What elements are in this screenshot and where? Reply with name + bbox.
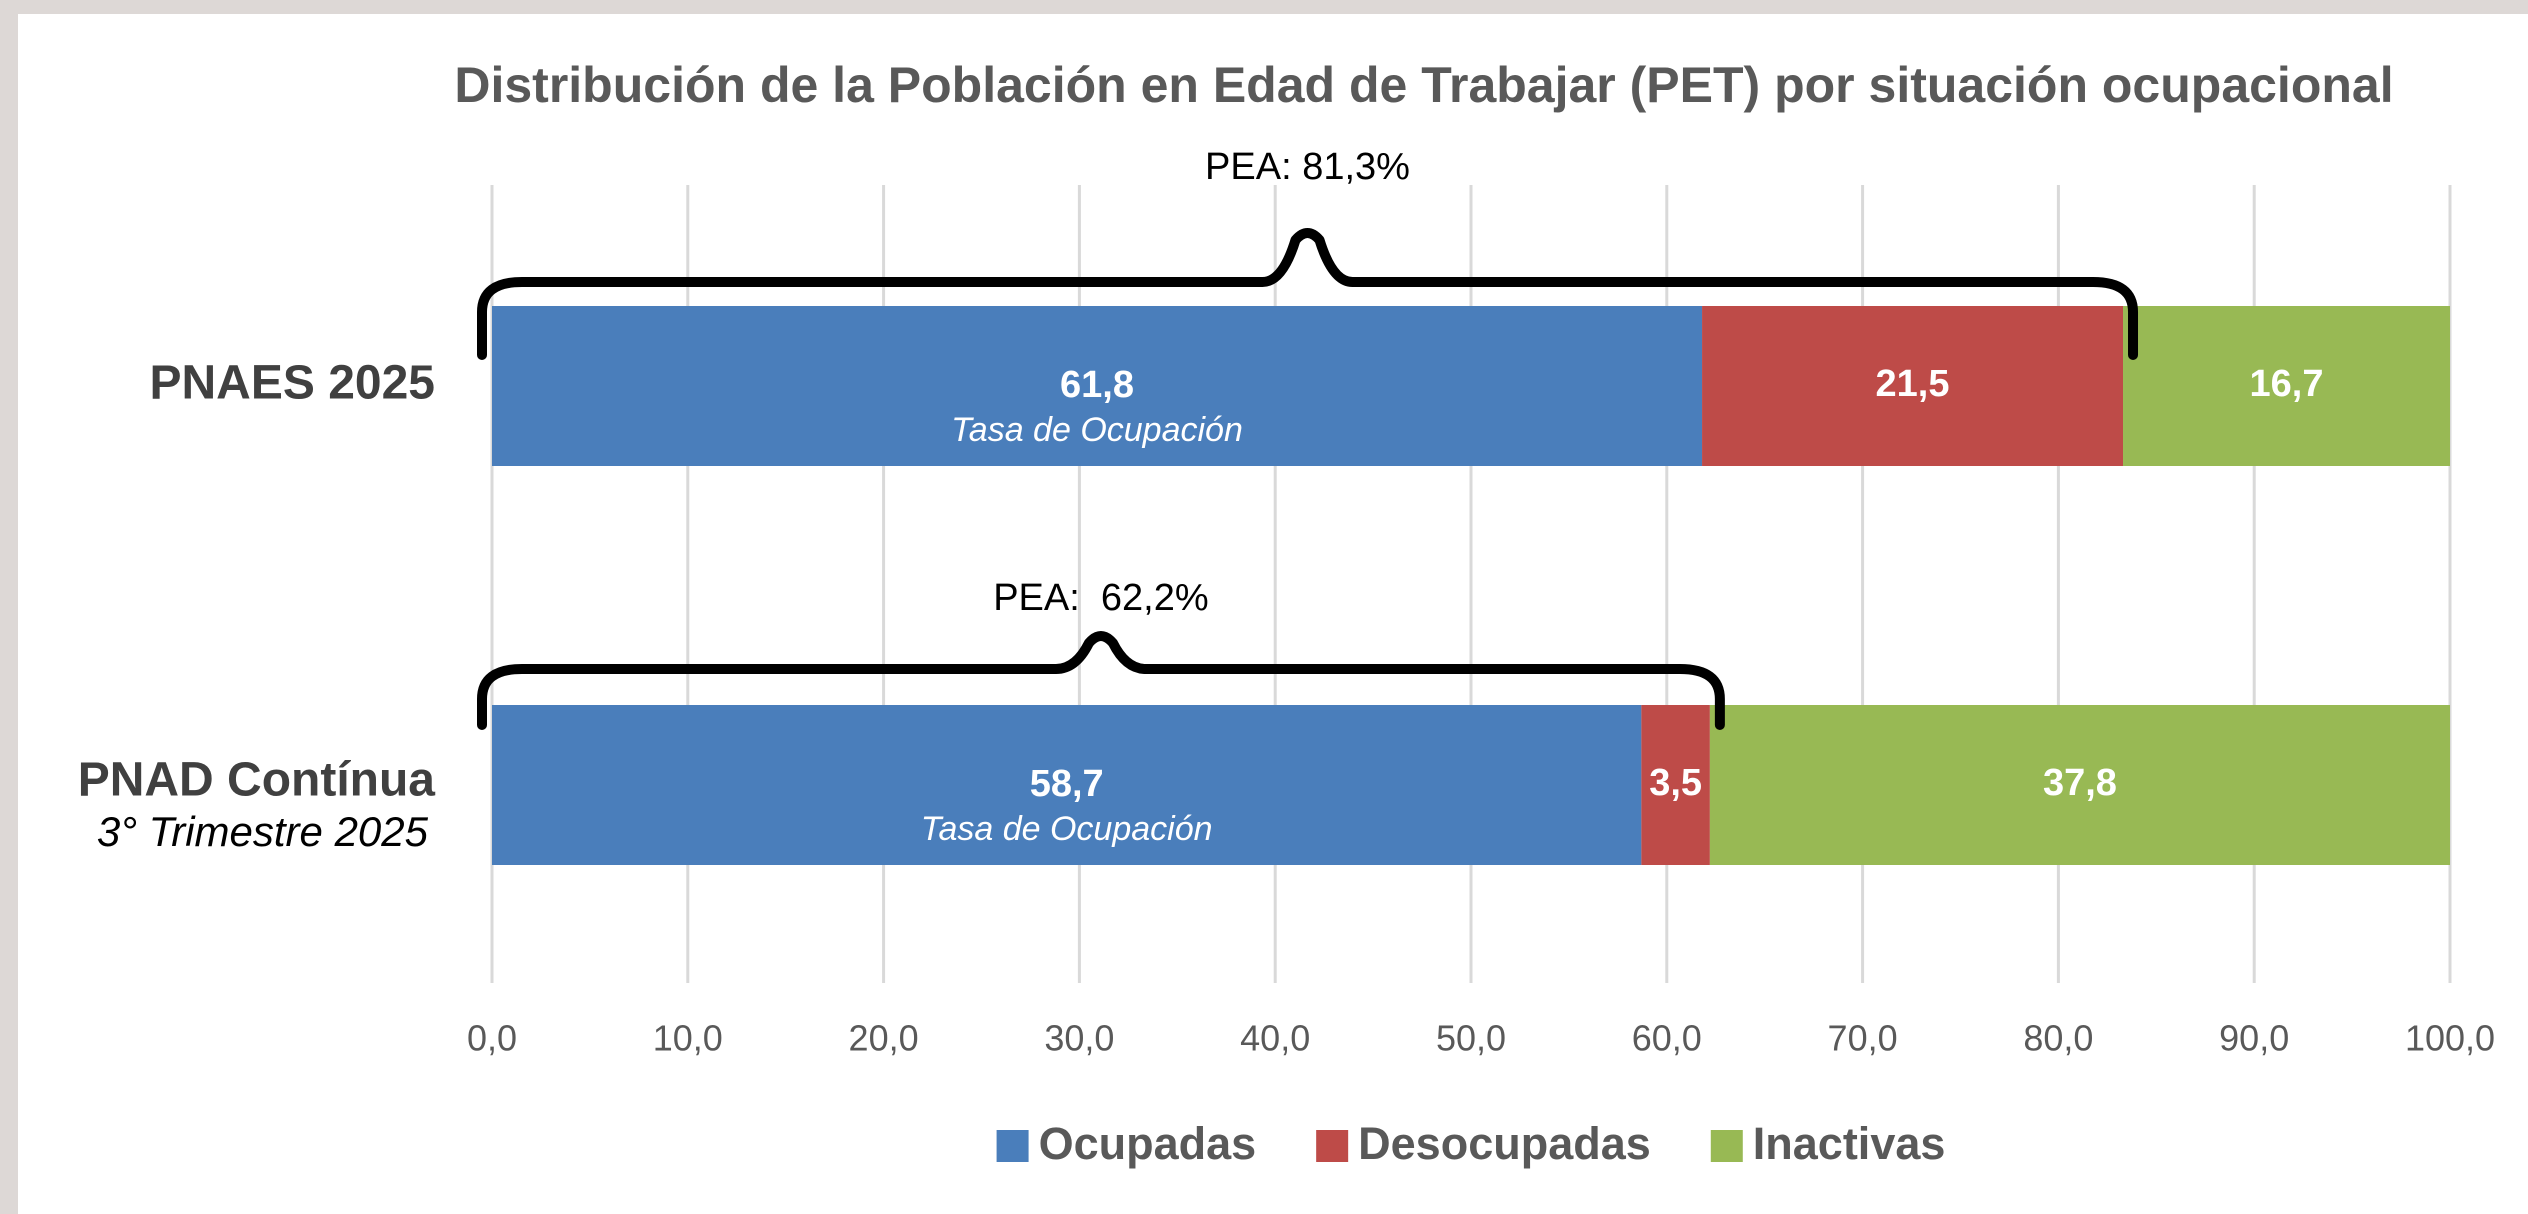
bar-segment bbox=[1702, 306, 2124, 466]
value-label: 21,5 bbox=[1876, 363, 1950, 405]
chart-background bbox=[18, 14, 2528, 1214]
x-tick-label: 80,0 bbox=[2023, 1018, 2093, 1059]
x-tick-label: 0,0 bbox=[467, 1018, 517, 1059]
bar-segment bbox=[492, 705, 1642, 865]
x-tick-label: 100,0 bbox=[2405, 1018, 2495, 1059]
bar-segment bbox=[1709, 705, 2450, 865]
bar-segment bbox=[492, 306, 1703, 466]
legend-label: Inactivas bbox=[1753, 1118, 1946, 1169]
legend-label: Desocupadas bbox=[1358, 1118, 1651, 1169]
category-sublabel: 3° Trimestre 2025 bbox=[97, 808, 429, 855]
x-tick-label: 20,0 bbox=[849, 1018, 919, 1059]
bar-note: Tasa de Ocupación bbox=[951, 411, 1243, 449]
chart-title: Distribución de la Población en Edad de … bbox=[454, 57, 2393, 113]
annotation: PEA: 81,3% bbox=[1205, 146, 1410, 188]
value-label: 61,8 bbox=[1060, 364, 1134, 406]
x-tick-label: 60,0 bbox=[1632, 1018, 1702, 1059]
legend-swatch bbox=[1710, 1130, 1743, 1162]
x-tick-label: 40,0 bbox=[1240, 1018, 1310, 1059]
value-label: 3,5 bbox=[1649, 762, 1702, 804]
x-tick-label: 90,0 bbox=[2219, 1018, 2289, 1059]
bar-note: Tasa de Ocupación bbox=[921, 810, 1213, 848]
value-label: 16,7 bbox=[2250, 363, 2324, 405]
brace bbox=[477, 631, 1725, 730]
bar-segment bbox=[2123, 306, 2450, 466]
x-tick-label: 70,0 bbox=[1828, 1018, 1898, 1059]
legend-swatch bbox=[996, 1130, 1029, 1162]
legend-label: Ocupadas bbox=[1039, 1118, 1257, 1169]
bar-segment bbox=[1641, 705, 1710, 865]
annotation: PEA: 62,2% bbox=[993, 577, 1208, 619]
x-tick-label: 10,0 bbox=[653, 1018, 723, 1059]
brace bbox=[477, 228, 2139, 360]
value-label: 37,8 bbox=[2043, 762, 2117, 804]
x-tick-label: 50,0 bbox=[1436, 1018, 1506, 1059]
value-label: 58,7 bbox=[1030, 763, 1104, 805]
legend-swatch bbox=[1316, 1130, 1349, 1162]
category-label: PNAES 2025 bbox=[150, 357, 436, 410]
x-tick-label: 30,0 bbox=[1044, 1018, 1114, 1059]
category-label: PNAD Contínua bbox=[78, 754, 436, 807]
